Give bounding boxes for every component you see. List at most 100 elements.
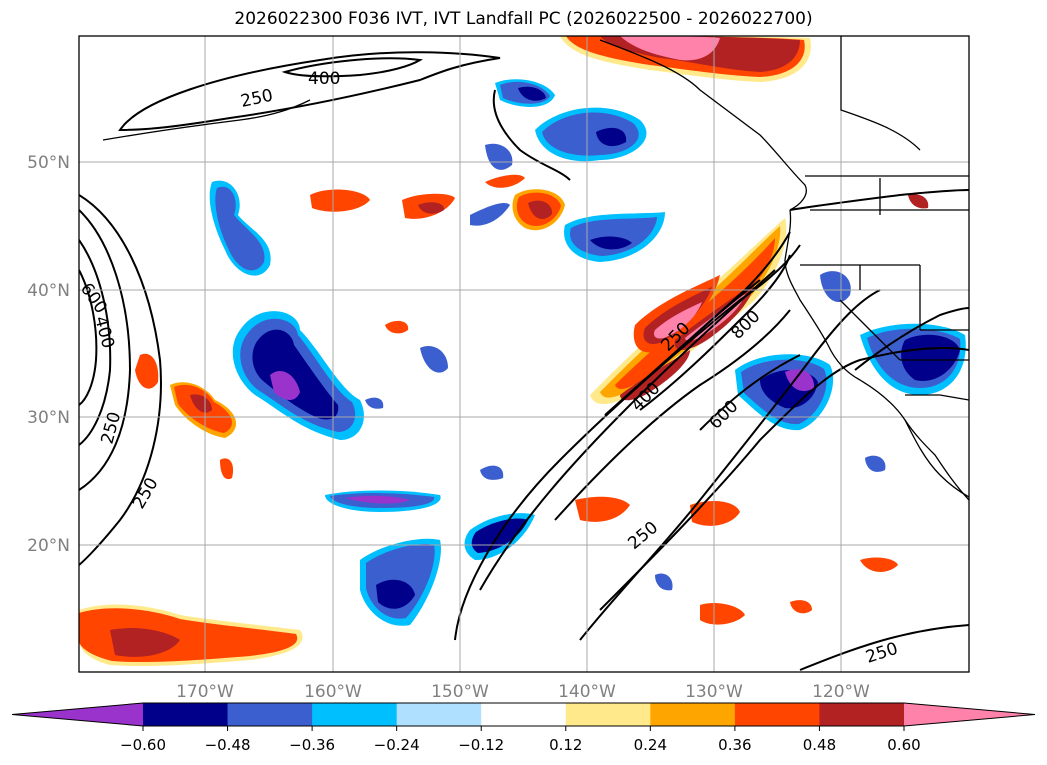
plot-area (79, 36, 969, 672)
colorbar-tick-label: −0.24 (374, 736, 420, 754)
ivt-contour-line (854, 307, 969, 371)
positive-anomaly-region (860, 557, 898, 572)
ivt-contour-line (799, 624, 969, 671)
ivt-contour-line (118, 51, 501, 132)
negative-anomaly-region (345, 495, 410, 504)
colorbar-segment (734, 703, 820, 726)
positive-anomaly-region (575, 496, 630, 522)
positive-anomaly-region (110, 628, 180, 657)
positive-anomaly-region (620, 36, 720, 61)
negative-anomaly-region (901, 334, 960, 381)
positive-anomaly-region (310, 189, 370, 212)
colorbar-segment (819, 703, 905, 726)
map-gridlines (79, 36, 969, 672)
longitude-labels: 170°W 160°W 150°W 140°W 130°W 120°W (176, 682, 870, 702)
positive-anomaly-region (220, 458, 234, 480)
colorbar-tick-label: −0.12 (458, 736, 504, 754)
negative-anomaly-region (471, 518, 528, 553)
lat-label: 30°N (27, 408, 70, 428)
ivt-contour-line (639, 254, 791, 411)
positive-anomaly-region (690, 500, 740, 526)
colorbar-segment (565, 703, 651, 726)
colorbar: −0.60 −0.48 −0.36 −0.24 −0.12 0.12 0.24 0.36 0.4… (11, 702, 1036, 754)
coastline-baja (904, 419, 969, 498)
negative-anomaly-region (655, 573, 673, 591)
colorbar-segment (143, 703, 229, 726)
colorbar-tick-label: −0.60 (120, 736, 166, 754)
positive-anomaly-region (908, 194, 929, 209)
ivt-contour-line (789, 189, 969, 211)
colorbar-segment (227, 703, 313, 726)
ivt-anomaly-field (79, 36, 966, 667)
ivt-contour-line (554, 309, 791, 521)
negative-anomaly-region (252, 329, 339, 420)
positive-anomaly-region (135, 353, 159, 389)
lon-label: 150°W (431, 682, 489, 702)
negative-anomaly-region (785, 369, 815, 392)
lon-label: 170°W (176, 682, 234, 702)
ivt-contour-line (79, 209, 132, 491)
coastline-alaska (102, 39, 807, 211)
ivt-contour-line (281, 57, 424, 78)
colorbar-tick-label: 0.48 (803, 736, 836, 754)
colorbar-tick-label: −0.36 (289, 736, 335, 754)
negative-anomaly-region (485, 143, 513, 170)
plot-border (78, 35, 970, 673)
negative-anomaly-region (596, 127, 627, 147)
lon-label: 120°W (812, 682, 870, 702)
positive-anomaly-region (485, 174, 525, 188)
ivt-contour-line (79, 269, 98, 406)
colorbar-tick-label: 0.36 (718, 736, 751, 754)
negative-anomaly-region (470, 203, 510, 226)
positive-anomaly-region (528, 200, 553, 220)
lat-label: 50°N (27, 153, 70, 173)
negative-anomaly-region (865, 455, 886, 472)
positive-anomaly-region (418, 202, 445, 214)
ivt-contour-line (79, 194, 162, 566)
lat-label: 20°N (27, 536, 70, 556)
positive-anomaly-region (654, 302, 702, 339)
negative-anomaly-region (820, 271, 851, 303)
border-usa-mexico (905, 394, 969, 401)
contour-label: 400 (308, 69, 340, 89)
coastline-westcoast (784, 209, 969, 501)
colorbar-extend-max (904, 703, 1035, 726)
colorbar-tick-label: 0.12 (549, 736, 582, 754)
positive-anomaly-region (790, 600, 812, 614)
colorbar-segment (312, 703, 398, 726)
positive-anomaly-region (700, 603, 745, 625)
colorbar-tick-label: 0.24 (634, 736, 667, 754)
colorbar-extend-min (12, 703, 143, 726)
negative-anomaly-region (215, 186, 265, 271)
lon-label: 140°W (558, 682, 616, 702)
ivt-contour-line (492, 89, 571, 181)
latitude-labels: 50°N 40°N 30°N 20°N (27, 153, 70, 556)
negative-anomaly-region (480, 465, 504, 480)
ivt-contour-line (699, 354, 801, 431)
positive-anomaly-region (190, 394, 212, 413)
ivt-contour-line (79, 239, 112, 446)
lon-label: 130°W (685, 682, 743, 702)
negative-anomaly-region (518, 86, 546, 101)
negative-anomaly-region (270, 371, 300, 400)
colorbar-segment (650, 703, 736, 726)
border-yukon (840, 36, 921, 151)
coastlines (102, 36, 969, 501)
negative-anomaly-region (590, 236, 632, 250)
negative-anomaly-region (569, 217, 657, 256)
negative-anomaly-region (365, 397, 384, 409)
ivt-contour-line (689, 279, 761, 341)
colorbar-segment (396, 703, 482, 726)
colorbar-segment (481, 703, 567, 726)
colorbar-tick-label: −0.48 (205, 736, 251, 754)
negative-anomaly-region (420, 346, 448, 373)
lat-label: 40°N (27, 281, 70, 301)
border-states (800, 178, 969, 361)
ivt-contours (79, 51, 969, 671)
negative-anomaly-region (376, 579, 415, 609)
colorbar-tick-label: 0.60 (887, 736, 920, 754)
lon-label: 160°W (304, 682, 362, 702)
map-title: 2026022300 F036 IVT, IVT Landfall PC (20… (234, 9, 813, 29)
positive-anomaly-region (385, 320, 409, 334)
